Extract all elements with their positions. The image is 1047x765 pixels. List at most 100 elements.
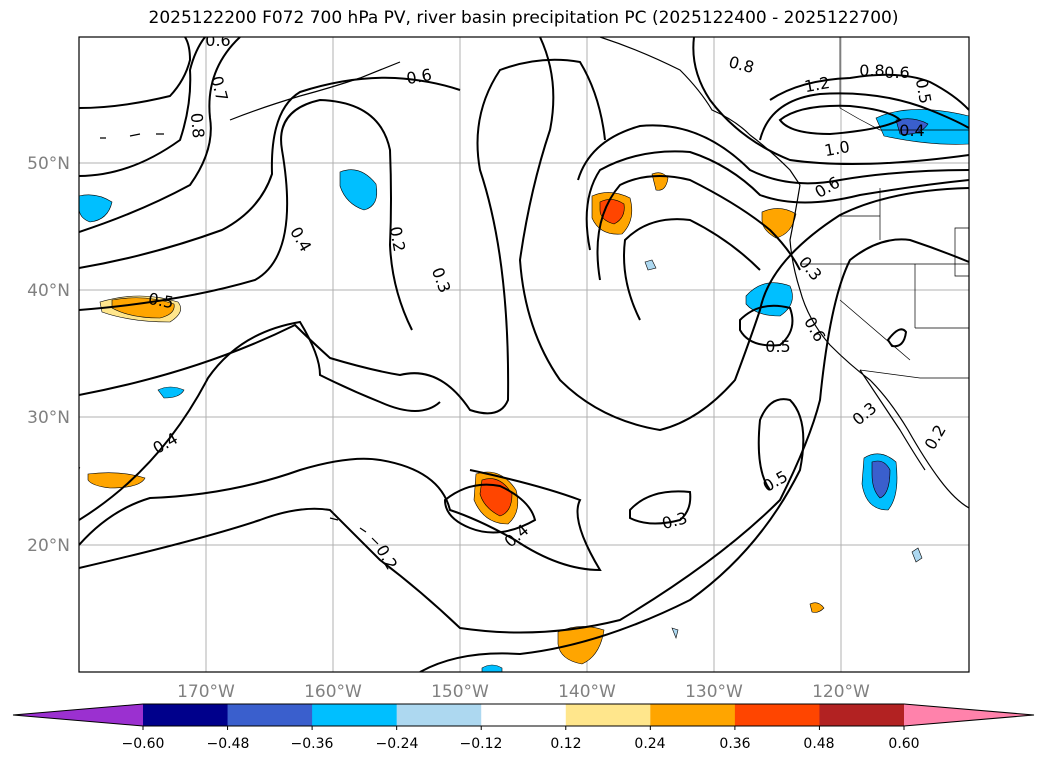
pv-contour bbox=[596, 175, 801, 281]
border-canada-states bbox=[840, 188, 881, 240]
colorbar-tick-label: −0.48 bbox=[207, 736, 250, 752]
colorbar-tick-label: −0.12 bbox=[460, 736, 503, 752]
pv-contour bbox=[79, 320, 441, 521]
lon-label: 170°W bbox=[177, 682, 235, 702]
colorbar-tick-label: 0.12 bbox=[550, 736, 581, 752]
coastline-hawaii bbox=[329, 517, 379, 545]
coastline-baja bbox=[859, 369, 926, 471]
pv-contour bbox=[79, 37, 241, 233]
lon-label: 140°W bbox=[558, 682, 616, 702]
colorbar-tick-labels: −0.60 −0.48 −0.36 −0.24 −0.12 0.12 0.24 … bbox=[122, 736, 920, 752]
coastline-alaska bbox=[599, 37, 801, 186]
pv-contour bbox=[79, 457, 602, 572]
precip-patch-negative bbox=[911, 547, 923, 563]
latitude-labels: 50°N 40°N 30°N 20°N bbox=[27, 154, 70, 556]
pv-contour bbox=[629, 490, 692, 525]
colorbar-tick-label: 0.48 bbox=[803, 736, 834, 752]
coastline-islands bbox=[79, 133, 164, 469]
colorbar-extend-max bbox=[904, 704, 1034, 726]
pv-contour bbox=[585, 150, 969, 251]
precip-patch-negative bbox=[79, 194, 113, 223]
lon-label: 150°W bbox=[431, 682, 489, 702]
contour-label: 0.6 bbox=[205, 31, 230, 50]
contour-label: 0.6 bbox=[405, 65, 433, 88]
border-us-mexico bbox=[859, 369, 969, 379]
colorbar-segment bbox=[227, 704, 313, 726]
pv-contour bbox=[769, 73, 969, 111]
pv-contour bbox=[518, 37, 969, 432]
precip-patch-positive bbox=[809, 602, 825, 613]
precip-patch-negative bbox=[339, 169, 378, 211]
lon-label: 160°W bbox=[304, 682, 362, 702]
contour-label: 0.8 bbox=[187, 112, 208, 139]
colorbar-segment bbox=[481, 704, 567, 726]
pv-contour bbox=[886, 328, 908, 348]
lat-label: 20°N bbox=[27, 536, 70, 556]
colorbar-extend-min bbox=[13, 704, 143, 726]
pv-contour bbox=[419, 398, 805, 672]
longitude-labels: 170°W 160°W 150°W 140°W 130°W 120°W bbox=[177, 682, 870, 702]
lat-label: 30°N bbox=[27, 408, 70, 428]
pv-contour bbox=[79, 98, 413, 331]
pv-contours bbox=[79, 37, 969, 672]
colorbar-segment bbox=[819, 704, 905, 726]
lat-label: 50°N bbox=[27, 154, 70, 174]
contour-label: 0.8 bbox=[859, 61, 884, 80]
map-frame bbox=[78, 36, 970, 673]
lon-label: 130°W bbox=[685, 682, 743, 702]
colorbar-tick-label: 0.36 bbox=[719, 736, 750, 752]
contour-label: 0.2 bbox=[386, 225, 409, 253]
pv-contour bbox=[79, 58, 606, 415]
pv-contour bbox=[443, 483, 537, 534]
precip-patch-negative bbox=[481, 664, 503, 672]
precip-patch-negative bbox=[157, 386, 185, 399]
contour-label: 0.5 bbox=[912, 77, 935, 105]
map-area bbox=[79, 37, 969, 672]
contour-label: 0.6 bbox=[884, 63, 909, 82]
precip-patch-positive bbox=[111, 297, 175, 319]
coastline-north-america bbox=[789, 184, 969, 509]
colorbar-tick-label: −0.60 bbox=[122, 736, 165, 752]
pv-contour bbox=[759, 92, 969, 141]
political-borders bbox=[800, 37, 969, 379]
pv-contour bbox=[79, 37, 192, 109]
precip-patch-positive bbox=[87, 472, 146, 489]
border-us-states bbox=[800, 227, 969, 361]
border-us-canada bbox=[839, 37, 969, 131]
pv-contour bbox=[79, 37, 206, 177]
colorbar-segment bbox=[650, 704, 736, 726]
colorbar-segment bbox=[312, 704, 398, 726]
map-title: 2025122200 F072 700 hPa PV, river basin … bbox=[148, 8, 899, 28]
pv-contour bbox=[79, 238, 969, 634]
coastline-aleutians bbox=[229, 61, 401, 121]
pv-contour bbox=[577, 124, 969, 185]
colorbar-tick-label: 0.60 bbox=[888, 736, 919, 752]
contour-label: 1.0 bbox=[823, 137, 851, 160]
colorbar bbox=[12, 703, 1035, 730]
pv-contour bbox=[623, 218, 761, 321]
colorbar-segment bbox=[565, 704, 651, 726]
coastlines bbox=[79, 37, 969, 545]
pv-contour bbox=[778, 104, 902, 136]
contour-label: 0.4 bbox=[899, 121, 924, 140]
colorbar-segment bbox=[396, 704, 482, 726]
colorbar-tick-label: 0.24 bbox=[634, 736, 665, 752]
pv-contour bbox=[692, 37, 969, 165]
lon-label: 120°W bbox=[812, 682, 870, 702]
pv-contour bbox=[739, 304, 794, 347]
precip-patch-negative bbox=[671, 627, 679, 639]
precip-patch-negative bbox=[871, 460, 891, 499]
precipitation-patches bbox=[79, 109, 969, 672]
colorbar-segment bbox=[143, 704, 229, 726]
pv-contour bbox=[79, 76, 461, 269]
colorbar-tick-label: −0.36 bbox=[291, 736, 334, 752]
precip-patch-positive bbox=[557, 626, 605, 665]
colorbar-tick-label: −0.24 bbox=[376, 736, 419, 752]
contour-label: 0.5 bbox=[147, 289, 175, 312]
colorbar-segment bbox=[734, 704, 820, 726]
contour-label: 0.5 bbox=[765, 337, 790, 356]
lat-label: 40°N bbox=[27, 281, 70, 301]
precip-patch-negative bbox=[895, 118, 929, 135]
precip-patch-negative bbox=[644, 259, 657, 271]
